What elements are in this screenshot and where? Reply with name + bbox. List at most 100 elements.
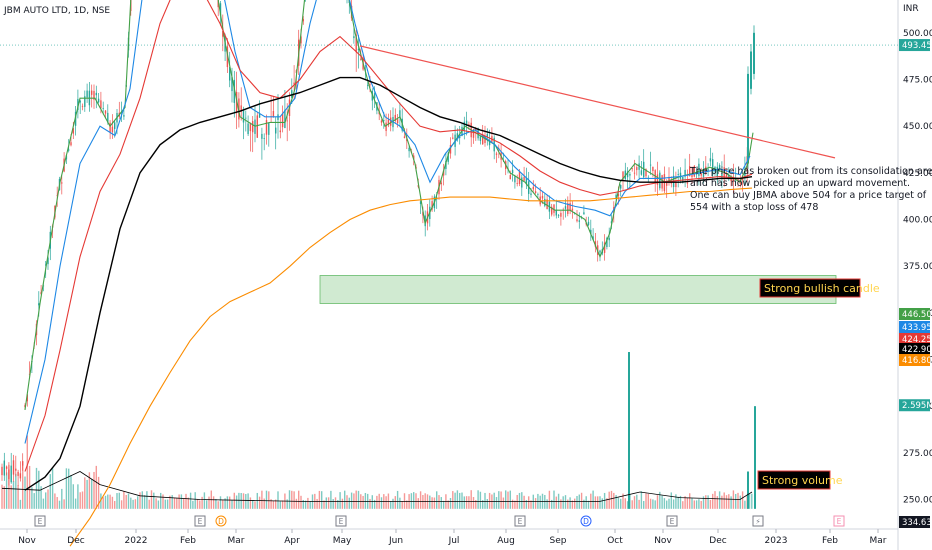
candle-body	[679, 172, 682, 179]
time-axis: Nov Dec 2022 Feb Mar Apr May Jun Jul Aug Sep Oct Nov…	[18, 529, 887, 546]
candle-body	[413, 155, 415, 160]
candle-body	[265, 119, 268, 135]
time-tick-label: Dec	[67, 536, 84, 546]
volume-bar	[157, 500, 160, 509]
volume-bar	[672, 499, 675, 509]
annotation-line: and has now picked up an upward movement…	[690, 178, 910, 189]
volume-bar	[647, 493, 649, 509]
volume-bar	[321, 491, 323, 509]
volume-bar	[636, 494, 638, 509]
volume-bar	[539, 495, 541, 509]
volume-bar	[518, 492, 521, 509]
volume-bar	[666, 500, 668, 509]
candle-body	[68, 149, 70, 151]
candle-body	[712, 159, 714, 175]
volume-bar	[436, 491, 438, 509]
volume-bar	[394, 496, 396, 509]
volume-bar	[500, 491, 502, 509]
volume-bar	[691, 498, 693, 509]
volume-bar	[33, 493, 35, 509]
volume-bar	[700, 500, 702, 509]
volume-bar	[751, 493, 753, 509]
volume-bar	[603, 492, 606, 509]
candle-body	[286, 120, 288, 122]
volume-bar	[74, 498, 77, 509]
candle-body	[544, 198, 546, 206]
volume-bar	[339, 492, 341, 509]
volume-bar	[410, 493, 413, 509]
volume-bar	[295, 498, 298, 509]
event-marker-label: E	[518, 517, 523, 526]
volume-bar	[406, 500, 408, 509]
volume-bar	[530, 500, 532, 509]
volume-bar	[725, 495, 728, 509]
candle-body	[387, 119, 390, 126]
resistance-trendline	[359, 45, 836, 159]
volume-spike	[628, 352, 630, 509]
candle-body	[721, 173, 723, 179]
volume-bar	[438, 495, 440, 509]
volume-bar	[546, 499, 548, 509]
volume-bar	[486, 499, 488, 509]
volume-bar	[12, 481, 15, 509]
volume-bar	[330, 490, 332, 509]
candle-body	[730, 178, 732, 182]
volume-bar	[718, 491, 721, 509]
volume-bar	[748, 493, 751, 509]
volume-bar	[716, 496, 718, 509]
candle-body	[217, 0, 219, 8]
volume-bar	[316, 498, 318, 509]
volume-bar	[35, 467, 38, 509]
candle-body	[631, 168, 633, 170]
volume-bar	[68, 468, 70, 509]
volume-bar	[10, 485, 12, 509]
candle-body	[408, 147, 410, 152]
candle-body	[403, 136, 406, 139]
volume-bar	[461, 492, 463, 509]
volume-bar	[153, 492, 155, 509]
volume-bar	[194, 492, 196, 509]
candle-body	[532, 186, 534, 190]
candle-body	[394, 114, 396, 121]
volume-spike	[747, 471, 749, 509]
volume-bar	[659, 491, 661, 509]
candle-body	[482, 134, 484, 145]
candle-body	[571, 208, 574, 211]
candle-body	[300, 36, 302, 44]
candle-body	[615, 194, 617, 199]
time-tick-label: Aug	[497, 536, 515, 546]
callout-box	[759, 278, 861, 298]
candle-body	[419, 201, 422, 205]
volume-bar	[528, 496, 530, 509]
candle-body	[652, 166, 654, 171]
volume-bar	[162, 494, 164, 509]
volume-bar	[291, 490, 293, 509]
volume-bar	[447, 500, 449, 509]
volume-bar	[199, 500, 201, 509]
event-marker	[666, 515, 678, 527]
candle-body	[12, 460, 15, 475]
volume-bar	[548, 490, 551, 509]
volume-bar	[93, 471, 95, 509]
candle-body	[590, 229, 592, 235]
candle-body	[229, 67, 231, 81]
candle-body	[514, 176, 516, 183]
candle-body	[525, 178, 528, 185]
candle-body	[488, 140, 491, 146]
price-tag	[899, 308, 930, 320]
volume-bar	[270, 499, 272, 509]
candle-body	[716, 166, 718, 177]
volume-bar	[470, 490, 472, 509]
volume-bar	[102, 497, 104, 509]
candle-body	[567, 203, 569, 214]
candle-body	[275, 127, 277, 134]
candle-body	[564, 206, 567, 209]
volume-bar	[70, 475, 72, 509]
price-tag	[899, 399, 930, 412]
candle-body	[22, 461, 24, 466]
candle-body	[367, 84, 369, 86]
price-tag	[899, 333, 930, 345]
candle-body	[629, 173, 631, 176]
volume-bar	[511, 499, 514, 509]
callout-text: Strong bullish candle	[764, 282, 880, 295]
